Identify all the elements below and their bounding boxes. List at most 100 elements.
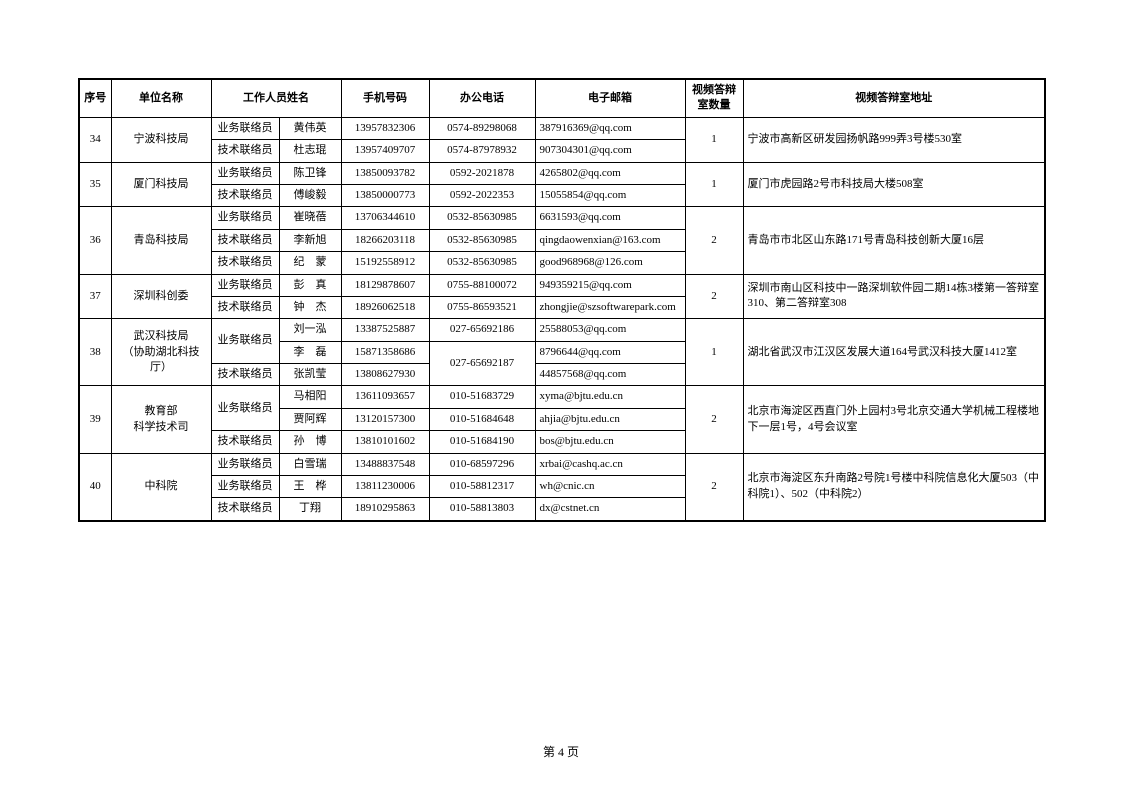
cell-unit: 宁波科技局	[111, 117, 211, 162]
cell-email: xrbai@cashq.ac.cn	[535, 453, 685, 475]
cell-name: 黄伟英	[279, 117, 341, 139]
cell-rooms: 1	[685, 117, 743, 162]
col-2: 工作人员姓名	[211, 79, 341, 117]
cell-unit: 青岛科技局	[111, 207, 211, 274]
cell-tel: 0592-2022353	[429, 184, 535, 206]
cell-phone: 13387525887	[341, 319, 429, 341]
cell-name: 白雪瑞	[279, 453, 341, 475]
cell-tel: 027-65692186	[429, 319, 535, 341]
cell-seq: 40	[79, 453, 111, 521]
cell-rooms: 2	[685, 386, 743, 453]
cell-email: 4265802@qq.com	[535, 162, 685, 184]
cell-name: 彭 真	[279, 274, 341, 296]
cell-email: 8796644@qq.com	[535, 341, 685, 363]
cell-tel: 010-51684648	[429, 408, 535, 430]
cell-unit: 中科院	[111, 453, 211, 521]
cell-email: wh@cnic.cn	[535, 476, 685, 498]
cell-name: 陈卫锋	[279, 162, 341, 184]
cell-phone: 15192558912	[341, 252, 429, 274]
cell-email: dx@cstnet.cn	[535, 498, 685, 521]
cell-phone: 18926062518	[341, 296, 429, 318]
cell-role: 技术联络员	[211, 431, 279, 453]
cell-role: 技术联络员	[211, 184, 279, 206]
cell-role: 技术联络员	[211, 229, 279, 251]
table-body: 34宁波科技局业务联络员黄伟英139578323060574-892980683…	[79, 117, 1045, 521]
cell-tel: 0532-85630985	[429, 252, 535, 274]
cell-role: 业务联络员	[211, 162, 279, 184]
table-row: 38武汉科技局（协助湖北科技厅）业务联络员刘一泓13387525887027-6…	[79, 319, 1045, 341]
cell-phone: 13488837548	[341, 453, 429, 475]
cell-rooms: 1	[685, 162, 743, 207]
cell-phone: 15871358686	[341, 341, 429, 363]
cell-seq: 34	[79, 117, 111, 162]
cell-addr: 青岛市市北区山东路171号青岛科技创新大厦16层	[743, 207, 1045, 274]
cell-addr: 湖北省武汉市江汉区发展大道164号武汉科技大厦1412室	[743, 319, 1045, 386]
cell-name: 王 桦	[279, 476, 341, 498]
cell-email: 44857568@qq.com	[535, 364, 685, 386]
cell-phone: 18266203118	[341, 229, 429, 251]
cell-addr: 北京市海淀区东升南路2号院1号楼中科院信息化大厦503（中科院1）、502（中科…	[743, 453, 1045, 521]
cell-addr: 宁波市高新区研发园扬帆路999弄3号楼530室	[743, 117, 1045, 162]
cell-phone: 13810101602	[341, 431, 429, 453]
cell-phone: 13811230006	[341, 476, 429, 498]
cell-rooms: 2	[685, 207, 743, 274]
cell-name: 张凯莹	[279, 364, 341, 386]
cell-name: 李新旭	[279, 229, 341, 251]
cell-name: 李 磊	[279, 341, 341, 363]
cell-phone: 13120157300	[341, 408, 429, 430]
cell-name: 傅峻毅	[279, 184, 341, 206]
cell-seq: 38	[79, 319, 111, 386]
table-row: 40中科院业务联络员白雪瑞13488837548010-68597296xrba…	[79, 453, 1045, 475]
cell-email: 15055854@qq.com	[535, 184, 685, 206]
cell-role: 业务联络员	[211, 117, 279, 139]
cell-phone: 13957832306	[341, 117, 429, 139]
table-row: 39教育部科学技术司业务联络员马相阳13611093657010-5168372…	[79, 386, 1045, 408]
cell-name: 纪 蒙	[279, 252, 341, 274]
cell-phone: 13850093782	[341, 162, 429, 184]
cell-tel: 010-58812317	[429, 476, 535, 498]
cell-seq: 35	[79, 162, 111, 207]
cell-email: zhongjie@szsoftwarepark.com	[535, 296, 685, 318]
cell-tel: 0755-86593521	[429, 296, 535, 318]
col-3: 手机号码	[341, 79, 429, 117]
cell-role: 技术联络员	[211, 364, 279, 386]
col-4: 办公电话	[429, 79, 535, 117]
cell-name: 钟 杰	[279, 296, 341, 318]
cell-role: 技术联络员	[211, 498, 279, 521]
cell-tel: 0592-2021878	[429, 162, 535, 184]
col-0: 序号	[79, 79, 111, 117]
cell-tel: 010-68597296	[429, 453, 535, 475]
cell-unit: 武汉科技局（协助湖北科技厅）	[111, 319, 211, 386]
cell-role: 技术联络员	[211, 252, 279, 274]
cell-addr: 北京市海淀区西直门外上园村3号北京交通大学机械工程楼地下一层1号，4号会议室	[743, 386, 1045, 453]
cell-rooms: 1	[685, 319, 743, 386]
cell-seq: 39	[79, 386, 111, 453]
col-5: 电子邮箱	[535, 79, 685, 117]
cell-phone: 13611093657	[341, 386, 429, 408]
cell-rooms: 2	[685, 274, 743, 319]
cell-role: 业务联络员	[211, 319, 279, 364]
cell-addr: 深圳市南山区科技中一路深圳软件园二期14栋3楼第一答辩室310、第二答辩室308	[743, 274, 1045, 319]
cell-seq: 36	[79, 207, 111, 274]
cell-phone: 13808627930	[341, 364, 429, 386]
cell-role: 业务联络员	[211, 207, 279, 229]
cell-email: 6631593@qq.com	[535, 207, 685, 229]
cell-email: 387916369@qq.com	[535, 117, 685, 139]
cell-tel: 010-51684190	[429, 431, 535, 453]
cell-tel: 0755-88100072	[429, 274, 535, 296]
cell-role: 业务联络员	[211, 386, 279, 431]
cell-name: 马相阳	[279, 386, 341, 408]
cell-addr: 厦门市虎园路2号市科技局大楼508室	[743, 162, 1045, 207]
table-header: 序号单位名称工作人员姓名手机号码办公电话电子邮箱视频答辩室数量视频答辩室地址	[79, 79, 1045, 117]
cell-email: xyma@bjtu.edu.cn	[535, 386, 685, 408]
cell-role: 技术联络员	[211, 296, 279, 318]
cell-role: 业务联络员	[211, 476, 279, 498]
cell-phone: 13706344610	[341, 207, 429, 229]
cell-tel: 0532-85630985	[429, 229, 535, 251]
cell-name: 杜志琨	[279, 140, 341, 162]
cell-email: good968968@126.com	[535, 252, 685, 274]
cell-phone: 13957409707	[341, 140, 429, 162]
cell-email: ahjia@bjtu.edu.cn	[535, 408, 685, 430]
cell-email: 907304301@qq.com	[535, 140, 685, 162]
table-row: 37深圳科创委业务联络员彭 真181298786070755-881000729…	[79, 274, 1045, 296]
